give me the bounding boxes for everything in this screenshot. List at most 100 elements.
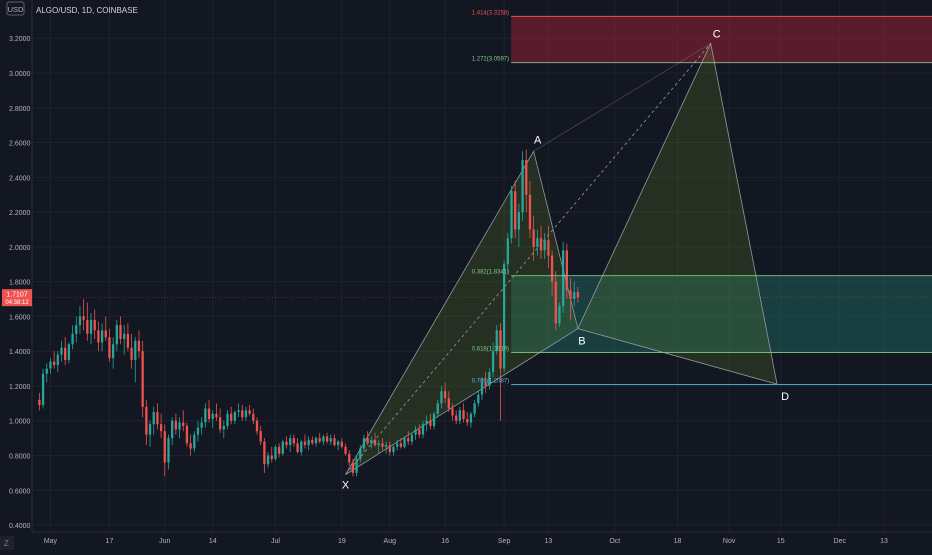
axes-layer: 3.2000 3.0000 2.8000 2.6000 2.4000 2.2000 2.00… [2, 0, 932, 545]
candle-body [373, 439, 377, 446]
candle-body [215, 413, 218, 418]
candle-body [207, 408, 211, 419]
candle-body [281, 441, 284, 454]
candle-body [248, 410, 251, 414]
pattern-triangle-xab [345, 150, 579, 475]
candle-body [381, 443, 384, 447]
candle-body [469, 413, 473, 423]
candle-body [75, 325, 78, 334]
candle-body [64, 347, 67, 360]
candle-body [318, 438, 321, 442]
pattern-point-label-a: A [534, 134, 542, 146]
candle-body [443, 391, 447, 399]
candle-body [418, 429, 421, 435]
candle-body [355, 458, 358, 473]
candle-body [137, 340, 141, 352]
candle-body [174, 420, 177, 430]
x-tick-label: Sep [498, 538, 511, 545]
candle-body [274, 446, 277, 459]
candle-body [41, 373, 45, 406]
candle-body [86, 319, 89, 334]
candle-body [447, 398, 450, 409]
candle-body [156, 412, 159, 425]
candle-body [49, 361, 52, 369]
currency-badge-box[interactable] [6, 1, 25, 16]
candle-body [97, 330, 100, 343]
candle-body [145, 406, 148, 435]
candle-body [237, 410, 240, 413]
last-price-badge [2, 289, 32, 307]
y-tick-label: 2.6000 [9, 141, 31, 148]
candle-body [52, 361, 56, 366]
candle-body [370, 439, 373, 444]
candle-body [414, 429, 417, 435]
candle-body [289, 438, 292, 446]
candle-body [277, 446, 281, 454]
candle-body [141, 351, 144, 407]
candle-body [196, 427, 200, 435]
candle-body [226, 413, 229, 426]
candle-body [359, 448, 362, 459]
candle-body [60, 347, 63, 355]
candle-body [473, 403, 476, 414]
x-tick-label: 17 [106, 538, 114, 545]
candle-body [56, 354, 59, 366]
corner-badge: Z [4, 539, 9, 548]
candle-body [307, 439, 310, 446]
candle-body [421, 424, 425, 435]
candle-body [119, 325, 122, 340]
y-tick-label: 0.8000 [9, 454, 31, 461]
candle-body [528, 194, 532, 230]
candle-body [104, 330, 107, 338]
candle-body [100, 330, 104, 343]
candle-body [517, 212, 521, 230]
candle-body [171, 420, 174, 439]
candle-body [554, 281, 557, 324]
pattern-point-label-d: D [781, 391, 789, 403]
candle-body [440, 391, 443, 404]
last-price-countdown: 04:38:12 [5, 300, 29, 306]
x-tick-label: 14 [209, 538, 217, 545]
candle-body [499, 330, 502, 369]
candle-body [403, 438, 406, 447]
candle-body [167, 438, 170, 463]
candle-body [115, 325, 118, 345]
y-tick-label: 3.0000 [9, 71, 31, 78]
candle-body [348, 453, 351, 463]
level-label: 0.786(1.2087) [472, 378, 509, 384]
candle-body [543, 239, 546, 251]
candle-body [322, 436, 325, 442]
candle-body [189, 443, 192, 449]
x-tick-label: 16 [441, 538, 449, 545]
pattern-point-label-c: C [713, 28, 721, 40]
candle-body [311, 439, 314, 444]
candle-body [193, 434, 196, 449]
candle-body [71, 333, 74, 345]
candle-body [432, 413, 436, 426]
candle-body [351, 462, 355, 473]
symbol-title: ALGO/USD, 1D, COINBASE [36, 6, 138, 15]
candle-body [67, 344, 71, 360]
candle-body [38, 399, 41, 406]
candle-body [344, 446, 347, 454]
candle-body [340, 441, 343, 447]
candle-body [130, 347, 133, 360]
candle-body [285, 441, 288, 446]
candle-body [148, 424, 152, 435]
candle-body [204, 408, 207, 423]
candle-body [539, 238, 543, 251]
harmonic-pattern-layer: X A B C D [342, 28, 789, 491]
candle-body [569, 290, 572, 300]
x-tick-label: Jul [271, 538, 280, 545]
candle-body [377, 443, 380, 446]
x-tick-label: 18 [674, 538, 682, 545]
level-label: 1.414(3.3258) [472, 10, 509, 16]
candle-body [325, 436, 329, 442]
pattern-xc-dashed [345, 43, 711, 475]
currency-badge: USD [8, 5, 24, 14]
y-tick-label: 1.4000 [9, 349, 31, 356]
corner-badge-box[interactable] [0, 536, 14, 550]
x-tick-label: 13 [544, 538, 552, 545]
